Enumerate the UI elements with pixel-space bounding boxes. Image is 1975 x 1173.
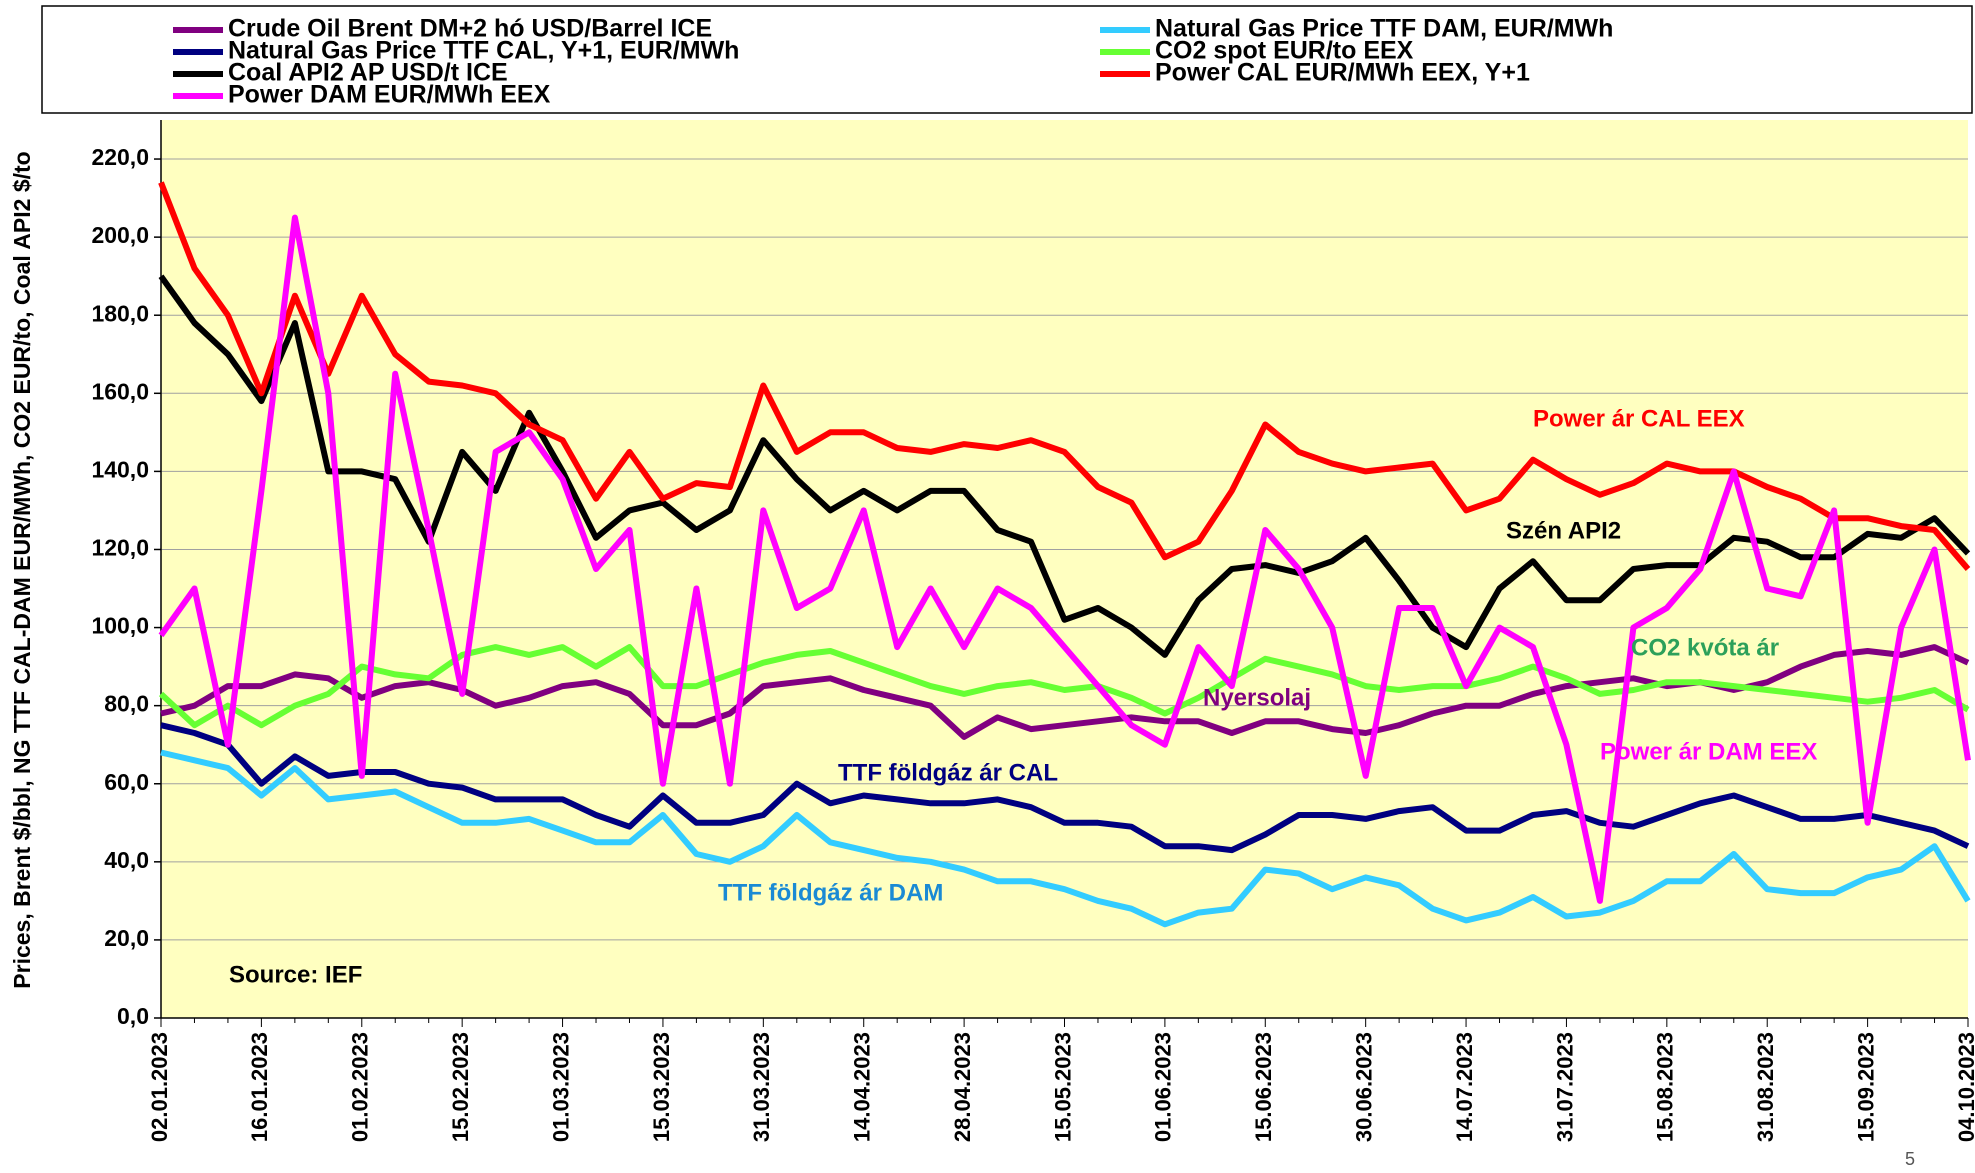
y-tick-label: 0,0: [117, 1003, 149, 1029]
legend-label: Natural Gas Price TTF CAL, Y+1, EUR/MWh: [228, 37, 739, 65]
annotation: TTF földgáz ár CAL: [838, 759, 1058, 786]
y-tick-label: 40,0: [104, 847, 149, 873]
y-tick-label: 200,0: [91, 222, 149, 248]
x-tick-label: 01.03.2023: [548, 1032, 573, 1142]
x-tick-label: 31.03.2023: [749, 1032, 774, 1142]
x-tick-label: 15.02.2023: [448, 1032, 473, 1142]
legend-label: Natural Gas Price TTF DAM, EUR/MWh: [1155, 15, 1613, 43]
y-tick-label: 180,0: [91, 300, 149, 326]
y-tick-label: 220,0: [91, 144, 149, 170]
x-tick-label: 15.03.2023: [649, 1032, 674, 1142]
legend-label: Power DAM EUR/MWh EEX: [228, 81, 551, 109]
x-tick-label: 01.06.2023: [1151, 1032, 1176, 1142]
x-tick-label: 31.07.2023: [1552, 1032, 1577, 1142]
annotation: Power ár DAM EEX: [1600, 738, 1817, 765]
x-tick-label: 15.08.2023: [1653, 1032, 1678, 1142]
y-tick-label: 80,0: [104, 691, 149, 717]
x-tick-label: 16.01.2023: [247, 1032, 272, 1142]
x-tick-label: 14.07.2023: [1452, 1032, 1477, 1142]
y-tick-label: 100,0: [91, 613, 149, 639]
annotation: Source: IEF: [229, 961, 362, 988]
legend-label: Crude Oil Brent DM+2 hó USD/Barrel ICE: [228, 15, 712, 43]
x-tick-label: 04.10.2023: [1954, 1032, 1975, 1142]
series-line: [158, 274, 1971, 658]
x-tick-label: 01.02.2023: [348, 1032, 373, 1142]
annotation: Szén API2: [1506, 517, 1621, 544]
y-tick-label: 60,0: [104, 769, 149, 795]
x-tick-label: 28.04.2023: [950, 1032, 975, 1142]
annotation: Nyersolaj: [1203, 684, 1311, 711]
series-line: [160, 722, 1970, 854]
x-tick-label: 02.01.2023: [147, 1032, 172, 1142]
page-number: 5: [1905, 1149, 1915, 1169]
legend-label: Coal API2 AP USD/t ICE: [228, 59, 508, 87]
annotation: TTF földgáz ár DAM: [718, 879, 943, 906]
y-tick-label: 120,0: [91, 535, 149, 561]
x-tick-label: 31.08.2023: [1753, 1032, 1778, 1142]
x-tick-label: 14.04.2023: [850, 1032, 875, 1142]
annotation: CO2 kvóta ár: [1631, 634, 1779, 661]
series-line: [160, 749, 1971, 928]
x-tick-label: 15.06.2023: [1251, 1032, 1276, 1142]
y-axis-label: Prices, Brent $/bbl, NG TTF CAL-DAM EUR/…: [9, 151, 35, 988]
legend-label: CO2 spot EUR/to EEX: [1155, 37, 1414, 65]
annotation: Power ár CAL EEX: [1533, 405, 1745, 432]
plot-area: [161, 120, 1968, 1018]
x-tick-label: 15.05.2023: [1050, 1032, 1075, 1142]
series-line: [158, 214, 1971, 904]
legend-box: [41, 5, 1973, 114]
x-tick-label: 15.09.2023: [1853, 1032, 1878, 1142]
x-tick-label: 30.06.2023: [1351, 1032, 1376, 1142]
y-tick-label: 160,0: [91, 378, 149, 404]
series-line: [158, 644, 1970, 729]
y-tick-label: 140,0: [91, 456, 149, 482]
y-tick-label: 20,0: [104, 925, 149, 951]
legend-label: Power CAL EUR/MWh EEX, Y+1: [1155, 59, 1530, 87]
series-line: [158, 181, 1971, 571]
